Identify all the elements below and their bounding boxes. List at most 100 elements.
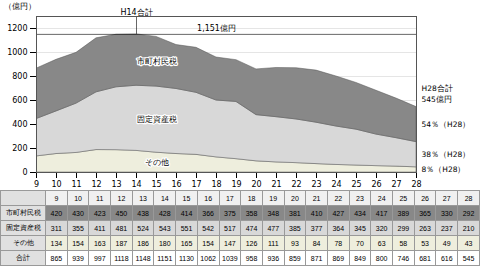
html-text:23: 23 [356, 194, 364, 202]
html-text:434: 434 [354, 209, 366, 217]
svg-text:その他: その他 [145, 158, 169, 167]
svg-text:12: 12 [91, 180, 101, 189]
html-text:377: 377 [310, 224, 323, 232]
html-text:410: 410 [310, 209, 323, 217]
html-text:210: 210 [462, 224, 475, 232]
html-text:411: 411 [94, 224, 106, 232]
html-text:348: 348 [267, 209, 280, 217]
html-text:25: 25 [399, 194, 408, 202]
html-text:481: 481 [115, 224, 128, 232]
svg-text:11: 11 [71, 180, 81, 189]
svg-text:17: 17 [191, 180, 201, 189]
html-text:430: 430 [72, 209, 84, 217]
svg-text:21: 21 [271, 180, 281, 189]
html-text:311: 311 [50, 224, 62, 232]
html-text:355: 355 [72, 224, 84, 232]
svg-text:（億円）: （億円） [4, 2, 36, 11]
svg-text:600: 600 [12, 96, 27, 105]
html-text:366: 366 [202, 209, 214, 217]
html-text:428: 428 [158, 209, 171, 217]
html-text:420: 420 [50, 209, 63, 217]
html-text:381: 381 [289, 209, 301, 217]
svg-text:545億円: 545億円 [422, 95, 452, 104]
html-text:450: 450 [115, 209, 128, 217]
html-text:固定資産税: 固定資産税 [5, 224, 41, 232]
html-text:その他: その他 [12, 239, 34, 247]
html-text:375: 375 [224, 209, 236, 217]
html-text:543: 543 [158, 224, 171, 232]
html-text:10: 10 [74, 194, 82, 202]
svg-text:54％（H28）54: 54％（H28）54 [422, 120, 471, 129]
html-text:27: 27 [442, 194, 451, 202]
svg-text:14: 14 [131, 180, 141, 189]
html-text:12: 12 [117, 194, 126, 202]
html-text:427: 427 [332, 209, 345, 217]
svg-text:20: 20 [251, 180, 261, 189]
svg-text:19: 19 [231, 180, 241, 189]
html-text:17: 17 [225, 194, 234, 202]
svg-text:27: 27 [391, 180, 401, 189]
html-text:市町村民税: 市町村民税 [5, 209, 41, 217]
html-text:517: 517 [224, 224, 236, 232]
html-text:28: 28 [464, 194, 473, 202]
html-text:21: 21 [312, 194, 321, 202]
svg-text:10: 10 [51, 180, 61, 189]
html-text:364: 364 [332, 224, 345, 232]
html-text:292: 292 [462, 209, 475, 217]
html-text:18: 18 [247, 194, 256, 202]
html-text:551: 551 [180, 224, 193, 232]
svg-text:800: 800 [12, 72, 27, 81]
html-text:542: 542 [202, 224, 214, 232]
html-text:22: 22 [334, 194, 343, 202]
html-text:414: 414 [180, 209, 193, 217]
html-text:11: 11 [96, 194, 104, 202]
html-text:320: 320 [375, 224, 388, 232]
html-text:16: 16 [204, 194, 212, 202]
html-text:365: 365 [419, 209, 431, 217]
html-text:263: 263 [419, 224, 431, 232]
svg-text:16: 16 [171, 180, 181, 189]
svg-text:23: 23 [311, 180, 321, 189]
svg-text:固定資産税: 固定資産税 [137, 115, 177, 124]
svg-text:1000: 1000 [7, 48, 27, 57]
svg-text:市町村民税: 市町村民税 [137, 57, 177, 66]
html-text:524: 524 [137, 224, 149, 232]
html-text:26: 26 [421, 194, 429, 202]
html-text:345: 345 [354, 224, 366, 232]
svg-text:1,151億円: 1,151億円 [197, 24, 236, 33]
svg-text:26: 26 [371, 180, 381, 189]
svg-text:13: 13 [111, 180, 121, 189]
html-text:358: 358 [245, 209, 258, 217]
html-text:474: 474 [245, 224, 258, 232]
html-text:477: 477 [267, 224, 280, 232]
html-text:299: 299 [397, 224, 410, 232]
svg-text:28: 28 [411, 180, 421, 189]
svg-text:24: 24 [331, 180, 341, 189]
svg-text:400: 400 [12, 120, 27, 129]
html-text:438: 438 [137, 209, 149, 217]
svg-text:25: 25 [351, 180, 361, 189]
html-text:15: 15 [182, 194, 191, 202]
html-text:13: 13 [139, 194, 147, 202]
svg-text:200: 200 [12, 144, 27, 153]
html-text:24: 24 [377, 194, 386, 202]
svg-text:1200: 1200 [7, 24, 27, 33]
svg-text:0: 0 [22, 168, 27, 177]
html-text:14: 14 [160, 194, 169, 202]
html-text:417: 417 [375, 209, 388, 217]
html-text:19: 19 [269, 194, 278, 202]
svg-text:38％（H28）38: 38％（H28）38 [422, 150, 471, 159]
svg-text:8％（H28）8: 8％（H28）8 [422, 165, 466, 174]
svg-text:H14合計: H14合計 [120, 8, 152, 17]
html-text:20: 20 [291, 194, 299, 202]
svg-text:15: 15 [151, 180, 161, 189]
svg-text:9: 9 [34, 180, 39, 189]
svg-text:22: 22 [291, 180, 301, 189]
html-text:237: 237 [440, 224, 453, 232]
html-text:385: 385 [289, 224, 301, 232]
html-text:423: 423 [93, 209, 106, 217]
html-text:330: 330 [440, 209, 453, 217]
svg-text:18: 18 [211, 180, 221, 189]
svg-text:H28合計: H28合計 [422, 84, 453, 93]
html-text:389: 389 [397, 209, 410, 217]
